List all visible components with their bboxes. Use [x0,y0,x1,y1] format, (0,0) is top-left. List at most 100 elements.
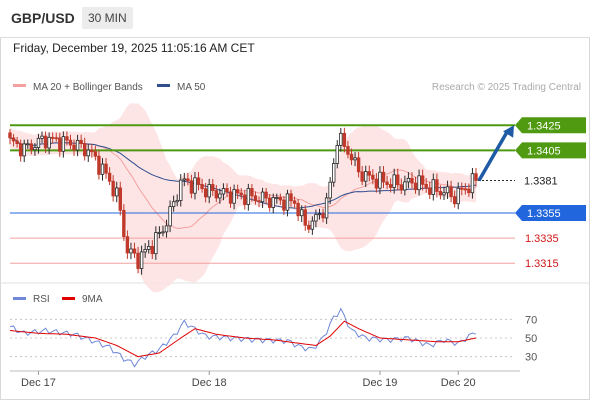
support-label-4: 1.3335 [525,233,559,245]
candle-body [371,174,375,180]
candle-body [228,191,233,204]
candle-body [356,157,361,173]
legend-swatch-1 [157,84,170,87]
x-tick-label-1: Dec 18 [192,377,227,389]
candle-body [111,180,115,197]
candle-body [435,179,439,192]
candle-body [267,197,272,208]
rsi-legend-swatch-1 [62,297,75,300]
candle-body [235,189,240,194]
support-label-5: 1.3315 [525,258,559,270]
candle-body [189,180,194,194]
rsi-ma-line [9,320,477,358]
candle-body [218,193,222,199]
candle-body [445,186,450,194]
candle-body [154,232,158,255]
candle-body [225,188,229,193]
candle-body [303,209,307,226]
rsi-legend-label-0: RSI [33,294,50,305]
candle-body [278,197,283,201]
candle-body [463,188,468,191]
candle-body [232,189,236,204]
candle-body [332,163,336,183]
candle-body [381,171,386,183]
candle-body [239,192,243,196]
candle-body [207,184,211,198]
resistance-label-1: 1.3405 [527,145,561,157]
candle-body [428,187,432,195]
candle-body [474,173,478,181]
candle-body [196,177,201,185]
candle-body [203,188,208,198]
candle-body [246,188,251,205]
candle-body [107,172,112,182]
candle-body [8,132,12,139]
candle-body [182,178,187,181]
candle-body [75,139,80,151]
candle-body [374,178,379,189]
candle-body [104,163,108,174]
candle-body [353,157,357,161]
rsi-legend-swatch-0 [13,297,26,300]
candle-body [264,191,268,199]
candle-body [275,197,279,199]
rsi-tick-label-2: 30 [525,352,537,364]
datetime-label: Friday, December 19, 2025 11:05:16 AM CE… [13,41,255,55]
x-tick-label-3: Dec 20 [441,377,476,389]
bollinger-band [10,103,476,293]
candle-body [118,187,122,211]
candle-body [250,188,254,197]
candle-body [47,136,51,149]
symbol-label: GBP/USD [11,10,75,26]
forecast-arrow-shaft [477,129,510,182]
candle-body [403,181,407,191]
candle-body [292,200,297,204]
candle-body [175,200,179,203]
candle-body [406,177,411,183]
candle-body [161,231,165,234]
candle-body [438,191,443,196]
candle-body [282,199,286,211]
candle-body [22,143,26,157]
candle-body [346,146,350,155]
candle-body [83,143,87,157]
candle-body [168,206,172,227]
candle-body [296,202,300,217]
candle-body [157,232,162,234]
candles [8,127,478,275]
candle-body [200,184,204,190]
candle-body [442,192,446,196]
candle-body [253,195,258,202]
timeframe-button[interactable]: 30 MIN [82,7,133,29]
candle-body [314,214,318,222]
candle-body [186,178,190,182]
candle-body [335,145,339,164]
candle-body [410,177,414,184]
candle-body [122,209,126,238]
candle-body [129,248,133,254]
candle-body [424,183,428,189]
rsi-tick-label-1: 50 [525,333,537,345]
candle-body [86,149,90,157]
candle-body [385,181,389,185]
candle-body [97,155,101,175]
candle-body [420,175,425,185]
candle-body [79,139,83,144]
candle-body [339,132,343,146]
candle-body [307,224,311,230]
chart-header: GBP/USD 30 MIN [0,0,590,38]
candle-body [43,135,48,149]
candle-body [285,193,290,211]
legend-label-1: MA 50 [177,82,206,93]
current-price-label: 1.3381 [524,175,558,187]
candle-body [388,184,393,188]
candle-body [342,132,347,147]
pivot-label-3: 1.3355 [527,208,561,220]
resistance-label-0: 1.3425 [527,120,561,132]
rsi-legend-label-1: 9MA [82,294,103,305]
candle-body [65,136,69,141]
candle-body [58,137,62,152]
candle-body [50,136,55,139]
pivot-tag-3 [515,205,586,222]
